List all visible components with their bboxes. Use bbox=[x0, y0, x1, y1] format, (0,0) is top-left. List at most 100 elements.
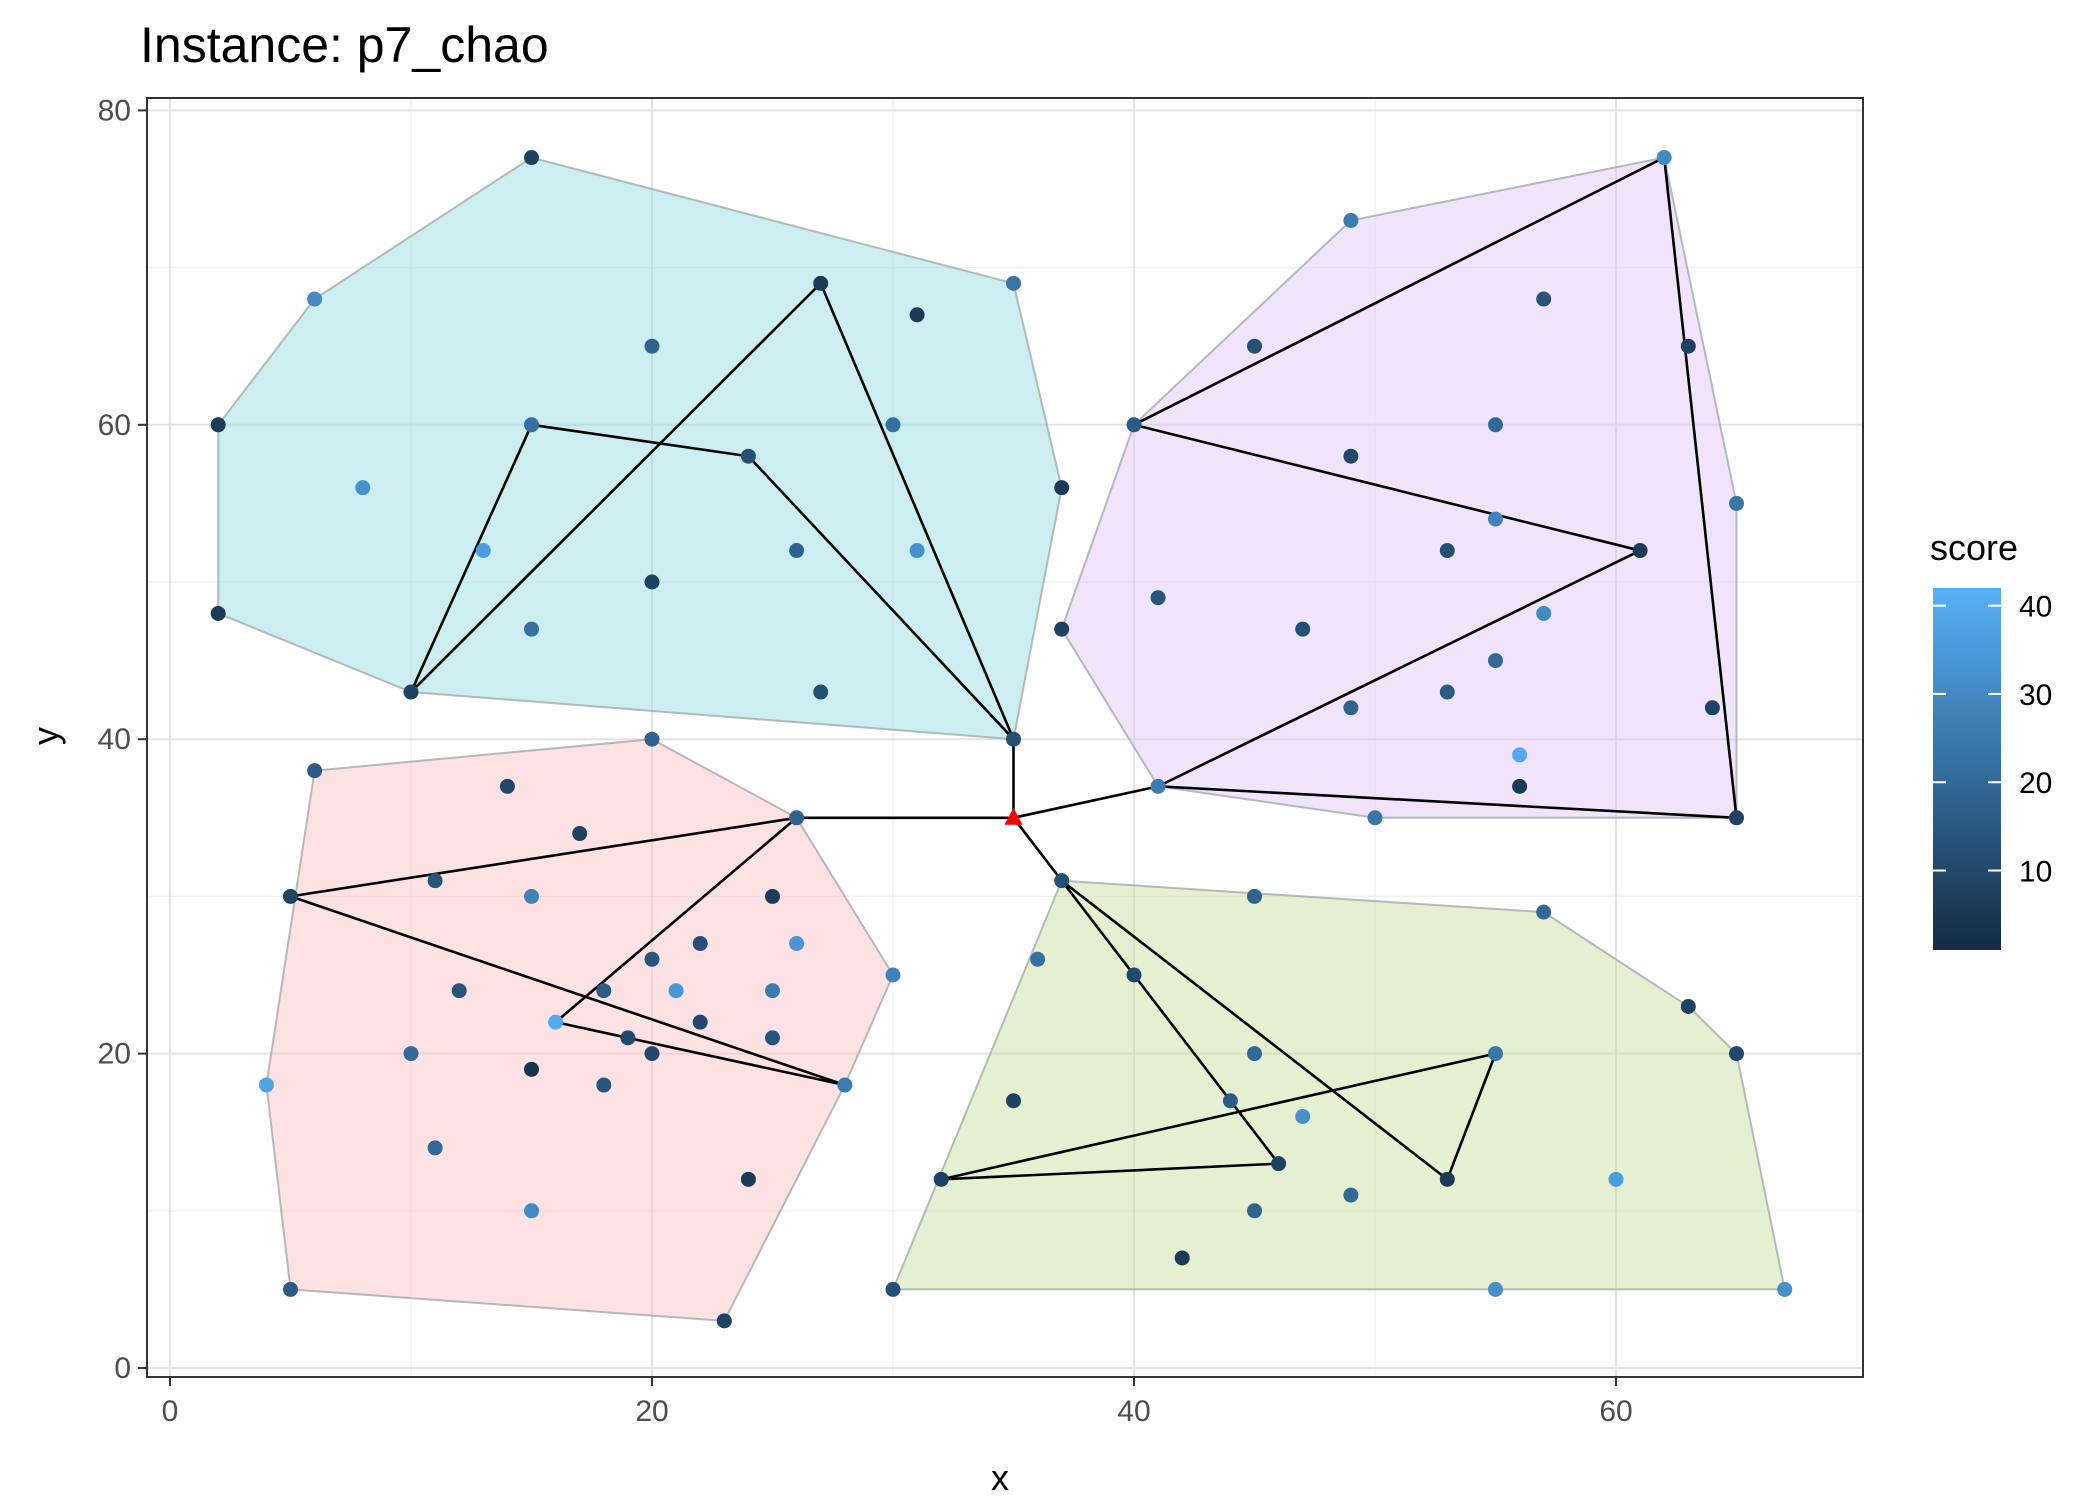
customer-point bbox=[644, 1046, 660, 1062]
customer-point bbox=[1126, 417, 1142, 433]
customer-point bbox=[1150, 778, 1166, 794]
legend-tick-label: 20 bbox=[2019, 767, 2052, 800]
customer-point bbox=[1295, 1108, 1311, 1124]
customer-point bbox=[1006, 1093, 1021, 1109]
customer-point bbox=[668, 983, 684, 999]
customer-point bbox=[1247, 888, 1262, 904]
customer-point bbox=[813, 275, 829, 291]
y-tick-label: 40 bbox=[98, 723, 131, 756]
customer-point bbox=[524, 1203, 539, 1219]
y-tick-label: 0 bbox=[114, 1352, 131, 1385]
axes: 0 20 40 60 0 20 40 60 80 bbox=[98, 94, 1633, 1428]
customer-point bbox=[1512, 778, 1528, 794]
route-line bbox=[939, 817, 1497, 1181]
customer-point bbox=[475, 543, 491, 559]
customer-point bbox=[765, 1030, 780, 1046]
customer-point bbox=[1343, 448, 1359, 464]
customer-point bbox=[427, 873, 443, 889]
route-line bbox=[409, 282, 1015, 818]
customer-point bbox=[620, 1030, 636, 1046]
customer-point bbox=[403, 1046, 419, 1062]
x-tick-label: 40 bbox=[1117, 1395, 1150, 1428]
customer-point bbox=[1536, 291, 1552, 307]
customer-point bbox=[1343, 212, 1359, 228]
customer-point bbox=[1729, 1046, 1744, 1062]
customer-point bbox=[789, 543, 805, 559]
customer-point bbox=[765, 888, 780, 904]
customer-point bbox=[524, 888, 539, 904]
customer-point bbox=[210, 417, 226, 433]
depot-marker bbox=[1004, 807, 1023, 825]
chart-title: Instance: p7_chao bbox=[140, 17, 549, 73]
customer-point bbox=[909, 543, 925, 559]
customer-point bbox=[355, 480, 371, 496]
customer-point bbox=[885, 417, 901, 433]
customer-point bbox=[1488, 1281, 1503, 1297]
customer-point bbox=[1174, 1250, 1190, 1266]
customer-point bbox=[403, 684, 419, 700]
customer-point bbox=[1343, 1187, 1359, 1203]
customer-point bbox=[1054, 621, 1070, 637]
customer-point bbox=[1054, 480, 1070, 496]
customer-point bbox=[1222, 1093, 1238, 1109]
customer-point bbox=[644, 574, 660, 590]
customer-point bbox=[1512, 747, 1528, 763]
customer-point bbox=[1030, 951, 1046, 967]
customer-point bbox=[692, 1014, 708, 1030]
route-line bbox=[1013, 156, 1738, 820]
customer-point bbox=[524, 1061, 539, 1077]
customer-point bbox=[1295, 621, 1311, 637]
customer-point bbox=[1608, 1171, 1624, 1187]
customer-point bbox=[283, 888, 298, 904]
customer-points bbox=[210, 150, 1793, 1329]
x-tick-label: 60 bbox=[1599, 1395, 1632, 1428]
customer-point bbox=[1439, 684, 1455, 700]
customer-point bbox=[765, 983, 780, 999]
customer-point bbox=[909, 307, 925, 323]
customer-point bbox=[596, 983, 612, 999]
customer-point bbox=[644, 731, 660, 747]
customer-point bbox=[885, 1281, 901, 1297]
customer-point bbox=[524, 417, 539, 433]
customer-point bbox=[644, 338, 660, 354]
customer-point bbox=[1488, 511, 1503, 527]
customer-point bbox=[885, 967, 901, 983]
customer-point bbox=[258, 1077, 274, 1093]
customer-point bbox=[451, 983, 467, 999]
customer-point bbox=[837, 1077, 853, 1093]
customer-point bbox=[427, 1140, 443, 1156]
customer-point bbox=[716, 1313, 732, 1329]
customer-point bbox=[1488, 653, 1503, 669]
score-legend: score 10 20 30 40 bbox=[1930, 527, 2052, 950]
customer-point bbox=[1439, 543, 1455, 559]
customer-point bbox=[644, 951, 660, 967]
legend-colorbar bbox=[1933, 588, 2001, 950]
customer-point bbox=[1632, 543, 1648, 559]
customer-point bbox=[307, 763, 323, 779]
customer-point bbox=[499, 778, 515, 794]
customer-point bbox=[789, 936, 805, 952]
legend-tick-label: 10 bbox=[2019, 856, 2052, 889]
customer-point bbox=[1680, 998, 1696, 1014]
customer-point bbox=[1126, 967, 1142, 983]
customer-point bbox=[1488, 417, 1503, 433]
customer-point bbox=[1343, 700, 1359, 716]
customer-point bbox=[1247, 1046, 1262, 1062]
customer-point bbox=[1656, 150, 1672, 166]
y-tick-label: 60 bbox=[98, 409, 131, 442]
customer-point bbox=[813, 684, 829, 700]
customer-point bbox=[1536, 605, 1552, 621]
legend-tick-label: 30 bbox=[2019, 679, 2052, 712]
customer-point bbox=[789, 810, 805, 826]
customer-point bbox=[1271, 1156, 1287, 1172]
customer-point bbox=[596, 1077, 612, 1093]
customer-point bbox=[1247, 1203, 1262, 1219]
customer-point bbox=[1006, 275, 1021, 291]
customer-point bbox=[1536, 904, 1552, 920]
legend-tick-label: 40 bbox=[2019, 591, 2052, 624]
customer-point bbox=[1006, 731, 1021, 747]
customer-point bbox=[1367, 810, 1383, 826]
customer-point bbox=[1247, 338, 1262, 354]
x-axis-label: x bbox=[991, 1457, 1009, 1498]
